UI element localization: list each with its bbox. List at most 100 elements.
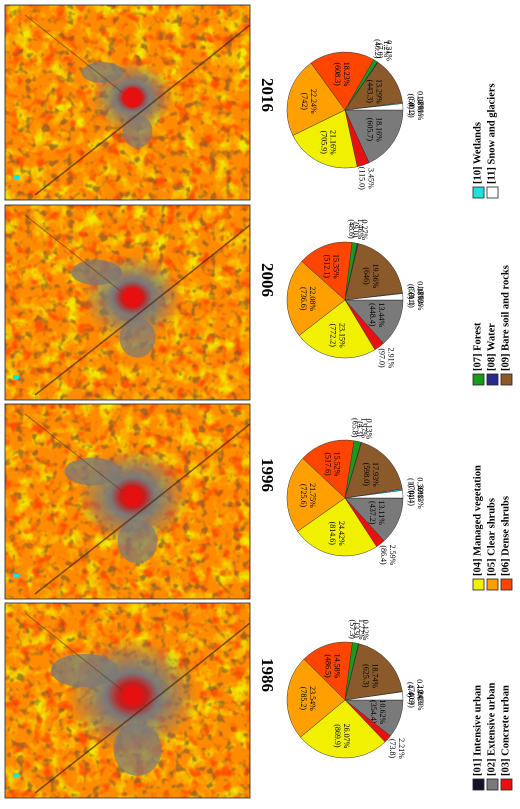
legend-item-06: [06] Dense shrubs	[500, 496, 512, 590]
slice-label: 2.21%(73.8)	[388, 738, 406, 759]
legend-label: [10] Wetlands	[472, 122, 483, 184]
slice-area-label: (598.0)	[362, 463, 371, 487]
slice-pct-label: 0.27%	[360, 219, 369, 240]
slice-pct-label: 15.35%	[331, 254, 340, 279]
slice-label: 13.11%(437.2)	[368, 501, 386, 526]
slice-area-label: (605.7)	[365, 118, 374, 142]
slice-label: 17.93%(598.0)	[362, 462, 380, 487]
slice-label: 23.15%(772.2)	[328, 323, 346, 348]
slice-area-label: (73.8)	[388, 739, 397, 759]
legend-swatch	[473, 579, 484, 590]
slice-label: 18.23%(608.3)	[333, 62, 351, 87]
slice-area-label: (59.1)	[407, 286, 416, 306]
slice-pct-label: 18.16%	[374, 117, 383, 142]
legend-swatch	[487, 579, 498, 590]
legend-swatch	[501, 374, 512, 385]
legend-label: [08] Water	[486, 323, 497, 371]
slice-area-label: (512.1)	[322, 255, 331, 279]
legend-swatch	[473, 374, 484, 385]
year-label: 2006	[258, 263, 277, 297]
legend-swatch	[473, 779, 484, 790]
slice-label: 26.07%(869.9)	[333, 724, 351, 749]
legend-item-04: [04] Managed vegetation	[472, 465, 484, 590]
legend-item-09: [09] Bare soil and rocks	[500, 265, 512, 385]
slice-pct-label: 2.1%	[416, 485, 425, 502]
slice-label: 13.44%(448.4)	[368, 302, 386, 327]
slice-area-label: (517.6)	[323, 452, 332, 476]
slice-label: 3.45%(115.0)	[358, 167, 376, 190]
slice-pct-label: 23.54%	[308, 686, 317, 711]
slice-area-label: (97.0)	[378, 348, 387, 368]
legend-item-01: [01] Intensive urban	[472, 685, 484, 790]
slice-label: 2.91%(97.0)	[378, 348, 396, 369]
slice-pct-label: 22.08%	[308, 286, 317, 311]
year-label: 1996	[258, 458, 277, 492]
map-panel-1986	[5, 5, 250, 200]
slice-area-label: (70.1)	[407, 484, 416, 504]
slice-pct-label: 21.75%	[308, 483, 317, 508]
slice-pct-label: 0.12%	[361, 620, 370, 641]
slice-area-label: (646)	[362, 267, 371, 285]
slice-pct-label: 0.13%	[364, 419, 373, 440]
legend-label: [03] Concrete urban	[500, 685, 511, 776]
slice-pct-label: 13.11%	[377, 501, 386, 526]
slice-pct-label: 22.24%	[309, 89, 318, 114]
legend-swatch	[473, 187, 484, 198]
slice-label: 0.13%(4.3)	[355, 419, 373, 440]
slice-label: 18.74%(625.3)	[362, 663, 380, 688]
slice-pct-label: 2.21%	[397, 738, 406, 759]
slice-pct-label: 2.59%	[388, 545, 397, 566]
legend: [01] Intensive urban[02] Extensive urban…	[472, 83, 512, 790]
legend-swatch	[501, 779, 512, 790]
slice-area-label: (115.0)	[358, 167, 367, 190]
legend-label: [06] Dense shrubs	[500, 496, 511, 576]
slice-area-label: (486.5)	[323, 654, 332, 678]
slice-label: 1.77%(59.1)	[407, 286, 425, 307]
slice-pct-label: 21.16%	[328, 130, 337, 155]
slice-area-label: (443.3)	[366, 80, 375, 104]
slice-area-label: (59.1)	[407, 96, 416, 116]
slice-label: 22.08%(736.6)	[299, 286, 317, 311]
slice-label: 0.12%(3.9)	[352, 620, 370, 641]
slice-area-label: (742)	[300, 93, 309, 111]
slice-area-label: (785.2)	[299, 687, 308, 711]
map-panel-2006	[5, 404, 250, 599]
pie-1996: 19960.13%(4.4)13.11%(437.2)2.59%(86.4)24…	[258, 417, 425, 565]
slice-area-label: (9.0)	[351, 222, 360, 238]
slice-area-label: (4.3)	[355, 421, 364, 437]
slice-area-label: (74.6)	[407, 685, 416, 705]
slice-label: 2.59%(86.4)	[379, 545, 397, 566]
legend-item-07: [07] Forest	[472, 322, 484, 385]
legend-label: [05] Clear shrubs	[486, 498, 497, 576]
legend-label: [09] Bare soil and rocks	[500, 265, 511, 371]
slice-label: 24.42%(814.6)	[328, 521, 346, 546]
slice-pct-label: 15.52%	[332, 452, 341, 477]
legend-item-08: [08] Water	[486, 323, 498, 385]
slice-label: 13.29%(443.3)	[366, 79, 384, 104]
slice-pct-label: 0.21%	[385, 40, 394, 61]
year-label: 2016	[258, 78, 277, 112]
slice-label: 15.35%(512.1)	[322, 254, 340, 279]
legend-item-10: [10] Wetlands	[472, 122, 484, 198]
pie-2006: 20060.03%(1.1)13.44%(448.4)2.91%(97.0)23…	[258, 219, 425, 369]
legend-swatch	[487, 779, 498, 790]
slice-pct-label: 2.24%	[416, 685, 425, 706]
slice-label: 1.77%(59.1)	[407, 96, 425, 117]
slice-pct-label: 13.44%	[377, 302, 386, 327]
slice-label: 2.24%(74.6)	[407, 685, 425, 706]
legend-swatch	[501, 579, 512, 590]
slice-area-label: (869.9)	[333, 724, 342, 748]
slice-area-label: (437.2)	[368, 501, 377, 525]
slice-area-label: (725.6)	[299, 484, 308, 508]
slice-pct-label: 13.29%	[375, 79, 384, 104]
slice-pct-label: 17.93%	[371, 462, 380, 487]
slice-pct-label: 18.74%	[371, 663, 380, 688]
slice-pct-label: 1.77%	[416, 96, 425, 117]
slice-area-label: (448.4)	[368, 303, 377, 327]
slice-pct-label: 23.15%	[337, 323, 346, 348]
slice-label: 10.62%(354.4)	[369, 699, 387, 724]
slice-pct-label: 3.45%	[367, 168, 376, 189]
slice-pct-label: 10.62%	[378, 699, 387, 724]
legend-label: [04] Managed vegetation	[472, 465, 483, 576]
